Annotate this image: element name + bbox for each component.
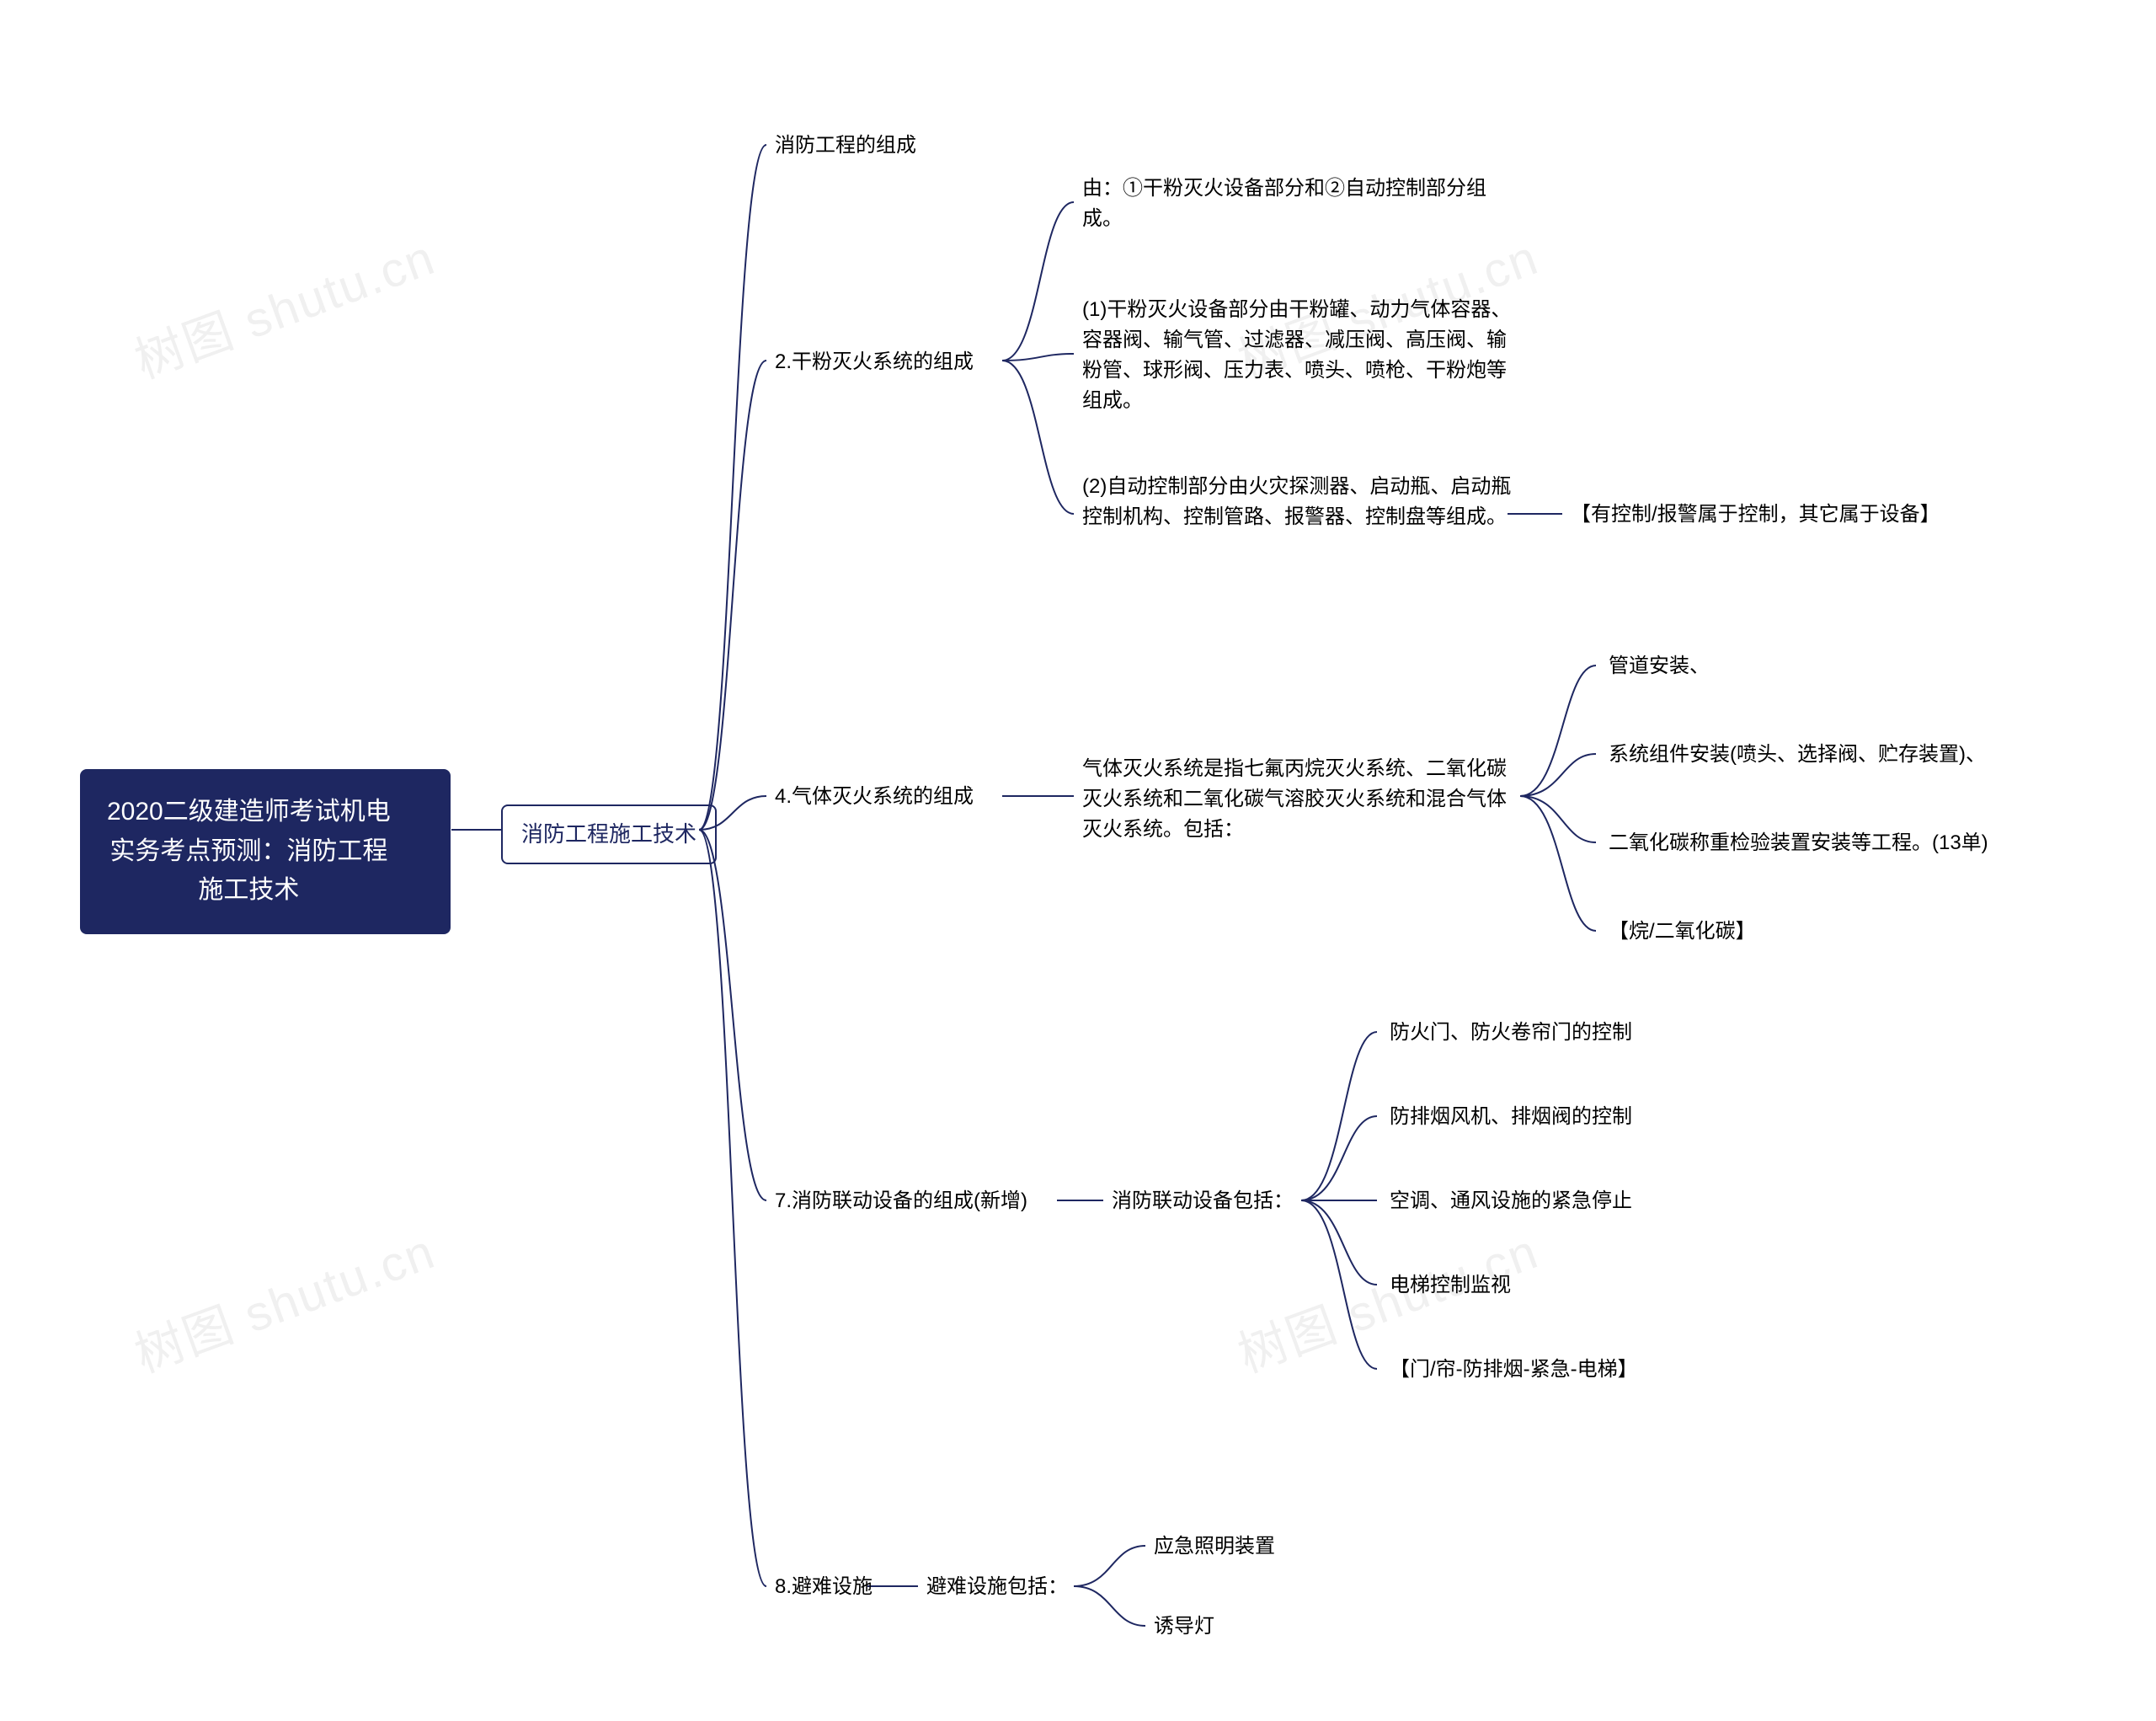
n8-item-2: 诱导灯: [1154, 1611, 1214, 1642]
root-node[interactable]: 2020二级建造师考试机电 实务考点预测：消防工程 施工技术: [80, 769, 451, 934]
n7-item-3: 空调、通风设施的紧急停止: [1390, 1186, 1632, 1216]
n7-item-2: 防排烟风机、排烟阀的控制: [1390, 1102, 1632, 1132]
n2-child-2: (1)干粉灭火设备部分由干粉罐、动力气体容器、容器阀、输气管、过滤器、减压阀、高…: [1082, 295, 1512, 416]
n4-item-2: 系统组件安装(喷头、选择阀、贮存装置)、: [1609, 740, 1986, 770]
watermark: 树图 shutu.cn: [124, 1212, 444, 1387]
n4-item-4: 【烷/二氧化碳】: [1609, 917, 1756, 947]
root-line3: 施工技术: [198, 876, 299, 904]
n4-item-1: 管道安装、: [1609, 651, 1710, 681]
n2-child-1: 由：①干粉灭火设备部分和②自动控制部分组成。: [1082, 174, 1512, 234]
level1-node[interactable]: 消防工程施工技术: [501, 804, 717, 864]
watermark: 树图 shutu.cn: [124, 218, 444, 393]
n8-item-1: 应急照明装置: [1154, 1531, 1275, 1562]
n4-child: 气体灭火系统是指七氟丙烷灭火系统、二氧化碳灭火系统和二氧化碳气溶胶灭火系统和混合…: [1082, 754, 1524, 845]
n8-child: 避难设施包括：: [926, 1572, 1068, 1602]
l2-node-1[interactable]: 消防工程的组成: [775, 131, 916, 161]
n7-item-5: 【门/帘-防排烟-紧急-电梯】: [1390, 1355, 1638, 1385]
l2-node-8[interactable]: 8.避难设施: [775, 1572, 873, 1602]
n2-child-3: (2)自动控制部分由火灾探测器、启动瓶、启动瓶控制机构、控制管路、报警器、控制盘…: [1082, 472, 1512, 532]
l2-node-2[interactable]: 2.干粉灭火系统的组成: [775, 347, 974, 377]
n4-item-3: 二氧化碳称重检验装置安装等工程。(13单): [1609, 828, 1988, 858]
root-line2: 实务考点预测：消防工程: [109, 837, 387, 865]
l2-node-4[interactable]: 4.气体灭火系统的组成: [775, 782, 974, 812]
n7-child: 消防联动设备包括：: [1112, 1186, 1294, 1216]
n2-child-3-note: 【有控制/报警属于控制，其它属于设备】: [1571, 500, 1940, 530]
n7-item-4: 电梯控制监视: [1390, 1270, 1511, 1301]
root-line1: 2020二级建造师考试机电: [107, 798, 391, 826]
l2-node-7[interactable]: 7.消防联动设备的组成(新增): [775, 1186, 1027, 1216]
n7-item-1: 防火门、防火卷帘门的控制: [1390, 1018, 1632, 1048]
